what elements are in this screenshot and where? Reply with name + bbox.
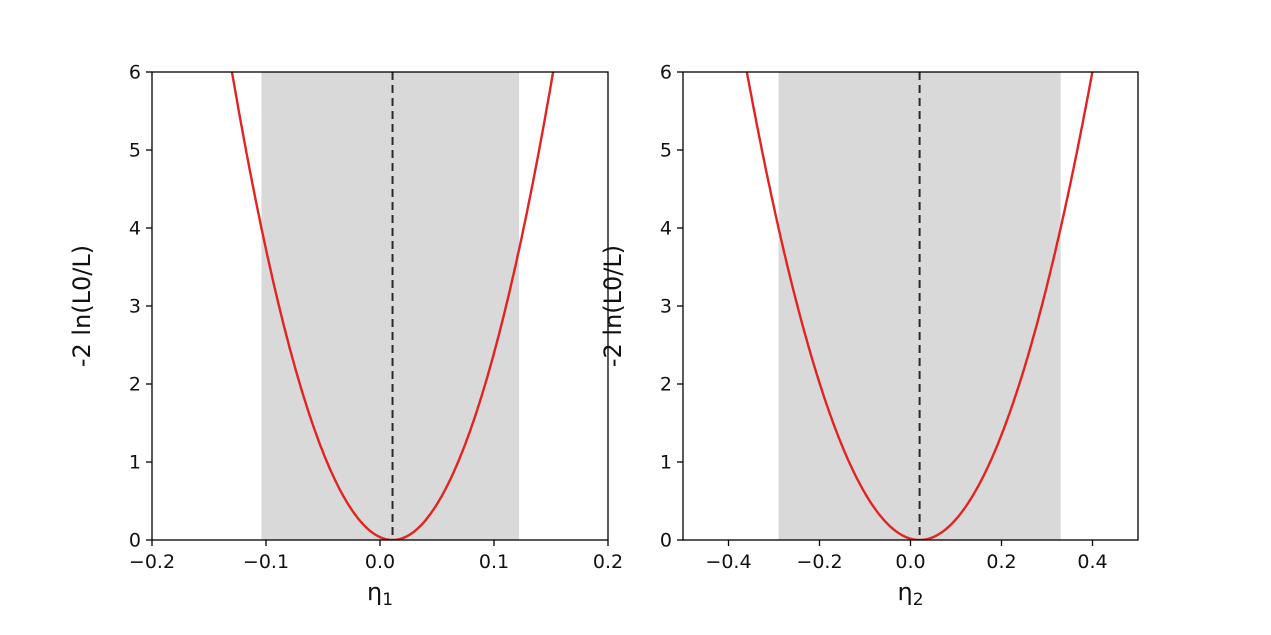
x-tick-label: −0.1 (243, 551, 289, 573)
x-tick-label: 0.2 (593, 551, 623, 573)
x-axis-label: η2 (897, 578, 923, 610)
x-tick-label: 0.0 (365, 551, 395, 573)
subplot-1: −0.2 −0.1 0.0 0.1 0.2 0 1 2 3 4 5 6 η1 -2 ln(L0/L) (68, 62, 623, 611)
x-tick-label: −0.2 (129, 551, 175, 573)
y-tick-label: 0 (660, 530, 672, 552)
y-axis-label: -2 ln(L0/L) (68, 245, 96, 367)
y-tick-label: 1 (660, 452, 672, 474)
y-tick-label: 2 (660, 374, 672, 396)
y-tick-label: 1 (129, 452, 141, 474)
x-tick-label: 0.2 (986, 551, 1016, 573)
y-tick-label: 6 (129, 62, 141, 84)
subplot-2: −0.4 −0.2 0.0 0.2 0.4 0 1 2 3 4 5 6 η2 -2 ln(L0/L) (599, 62, 1139, 610)
y-tick-label: 5 (660, 140, 672, 162)
x-tick-label: 0.4 (1077, 551, 1107, 573)
x-tick-label: −0.4 (705, 551, 751, 573)
y-axis-label: -2 ln(L0/L) (599, 245, 627, 367)
y-tick-label: 5 (129, 140, 141, 162)
x-tick-label: 0.1 (479, 551, 509, 573)
y-tick-label: 0 (129, 530, 141, 552)
confidence-band (261, 72, 520, 540)
y-tick-label: 6 (660, 62, 672, 84)
y-tick-label: 2 (129, 374, 141, 396)
likelihood-curve (230, 72, 555, 540)
y-tick-label: 3 (660, 296, 672, 318)
likelihood-curve (745, 72, 1094, 540)
y-tick-label: 3 (129, 296, 141, 318)
y-tick-label: 4 (660, 218, 672, 240)
x-tick-label: −0.2 (796, 551, 842, 573)
y-tick-label: 4 (129, 218, 141, 240)
x-axis-label: η1 (367, 578, 393, 610)
x-tick-label: 0.0 (895, 551, 925, 573)
